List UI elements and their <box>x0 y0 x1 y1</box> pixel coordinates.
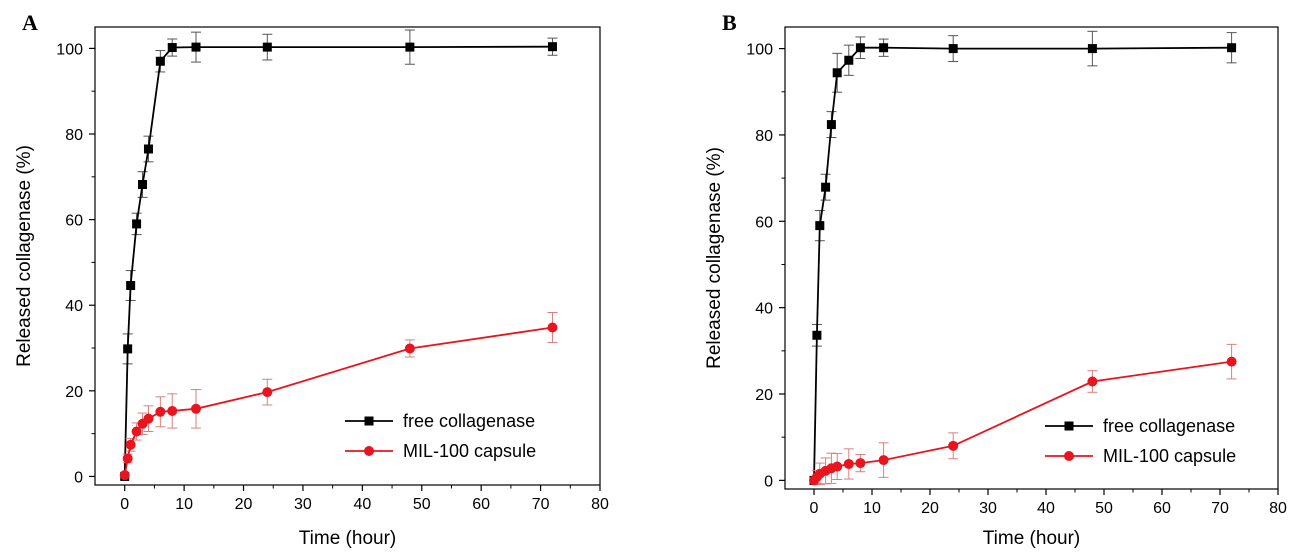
chart-a-mil-100-capsule-point <box>143 413 154 424</box>
chart-a-mil-100-capsule-point <box>404 343 415 354</box>
chart-a-x-tick-label: 30 <box>294 496 312 513</box>
chart-a-free-collagenase-legend-marker <box>364 416 374 426</box>
chart-b-free-collagenase-point <box>879 43 889 53</box>
chart-a-mil-100-capsule-point <box>191 403 201 414</box>
chart-b-mil-100-capsule-legend-marker <box>1064 451 1074 461</box>
chart-panel-b: B 0 10 20 30 40 50 60 70 80 0 20 40 60 80 100 Time (hour… <box>690 0 1301 554</box>
chart-a-y-axis-title: Released collagenase (%) <box>14 145 35 367</box>
chart-a-mil-100-capsule-point <box>547 322 558 333</box>
chart-b-x-tick-label: 10 <box>863 500 881 517</box>
chart-a-y-tick-label: 40 <box>65 298 83 315</box>
chart-a-mil-100-capsule-point <box>262 387 273 398</box>
chart-a-free-collagenase-point <box>138 180 148 190</box>
chart-b-mil-100-capsule-point <box>948 440 959 451</box>
chart-b-y-axis-title: Released collagenase (%) <box>704 147 725 369</box>
chart-a-mil-100-capsule-legend-marker <box>364 446 374 456</box>
chart-a-free-collagenase-legend-label: free collagenase <box>403 411 535 431</box>
chart-a-x-tick-label: 80 <box>591 496 609 513</box>
chart-a-y-tick-label: 60 <box>65 213 83 230</box>
chart-b-mil-100-capsule-point <box>878 455 889 466</box>
chart-b-y-tick-label: 100 <box>746 42 773 59</box>
chart-a-y-tick-label: 100 <box>56 41 83 58</box>
chart-a-free-collagenase-point <box>167 43 177 53</box>
chart-b-free-collagenase-line <box>813 46 1232 481</box>
chart-b-free-collagenase-point <box>812 330 822 340</box>
chart-a-free-collagenase-point <box>547 42 557 52</box>
chart-b-free-collagenase-point <box>855 43 865 53</box>
chart-a-free-collagenase-point <box>155 56 165 66</box>
chart-a-x-tick-label: 20 <box>235 496 253 513</box>
chart-a-x-tick-label: 10 <box>175 496 193 513</box>
chart-b-free-collagenase-point <box>826 120 836 130</box>
chart-b-y-tick-label: 80 <box>755 128 773 145</box>
chart-a-plot-frame <box>94 26 601 486</box>
chart-b-x-tick-label: 60 <box>1153 500 1171 517</box>
chart-a-free-collagenase-point <box>405 42 415 52</box>
chart-a-y-tick-label: 80 <box>65 127 83 144</box>
chart-a-free-collagenase-point <box>123 344 133 354</box>
chart-svg: B 0 10 20 30 40 50 60 70 80 0 20 40 60 80 100 Time (hour… <box>704 10 1287 549</box>
chart-b-free-collagenase-point <box>832 68 842 78</box>
chart-a-mil-100-capsule-point <box>125 439 136 450</box>
chart-a-free-collagenase-line <box>123 45 553 477</box>
chart-a-y-tick-label: 20 <box>65 384 83 401</box>
chart-b-free-collagenase-legend-marker <box>1064 421 1074 431</box>
chart-a-x-tick-label: 70 <box>532 496 550 513</box>
chart-a-free-collagenase-point <box>132 219 142 229</box>
chart-b-y-tick-label: 0 <box>764 473 773 490</box>
chart-b-y-tick-label: 40 <box>755 301 773 318</box>
chart-b-x-tick-label: 0 <box>810 500 819 517</box>
chart-a-mil-100-capsule-point <box>131 426 142 437</box>
chart-b-mil-100-capsule-point <box>855 458 866 469</box>
chart-a-free-collagenase-point <box>143 144 153 154</box>
chart-b-free-collagenase-point <box>821 182 831 192</box>
chart-b-x-tick-label: 80 <box>1269 500 1287 517</box>
chart-b-mil-100-capsule-legend-label: MIL-100 capsule <box>1103 446 1236 466</box>
chart-b-x-tick-label: 20 <box>921 500 939 517</box>
chart-b-free-collagenase-point <box>1087 44 1097 54</box>
chart-a-panel-letter: A <box>22 10 38 35</box>
chart-b-x-tick-label: 30 <box>979 500 997 517</box>
chart-a-y-tick-label: 0 <box>74 469 83 486</box>
chart-b-free-collagenase-legend-label: free collagenase <box>1103 416 1235 436</box>
chart-b-mil-100-capsule-point <box>832 461 843 472</box>
chart-a-x-tick-label: 40 <box>353 496 371 513</box>
chart-svg: A 0 10 20 30 40 50 60 70 80 0 20 40 60 80 100 Time (hour… <box>14 10 609 549</box>
chart-a-free-collagenase-point <box>191 42 201 52</box>
chart-b-x-tick-label: 70 <box>1211 500 1229 517</box>
chart-b-x-axis-title: Time (hour) <box>983 528 1080 549</box>
chart-b-panel-letter: B <box>722 10 737 35</box>
chart-a-mil-100-capsule-point <box>119 470 130 481</box>
chart-a-free-collagenase-point <box>262 42 272 52</box>
chart-b-free-collagenase-point <box>815 221 825 231</box>
chart-b-mil-100-capsule-point <box>1087 376 1098 387</box>
chart-b-free-collagenase-point <box>1227 43 1237 53</box>
chart-b-plot-frame <box>784 26 1279 490</box>
chart-a-mil-100-capsule-point <box>167 405 178 416</box>
chart-a-mil-100-capsule-legend-label: MIL-100 capsule <box>403 441 536 461</box>
chart-a-x-tick-label: 50 <box>413 496 431 513</box>
chart-a-mil-100-capsule-point <box>122 453 133 464</box>
chart-b-y-tick-label: 60 <box>755 214 773 231</box>
chart-b-free-collagenase-point <box>948 44 958 54</box>
chart-b-mil-100-capsule-point <box>843 458 854 469</box>
chart-panel-a: A 0 10 20 30 40 50 60 70 80 0 20 40 60 80 100 Time (hour… <box>0 0 650 554</box>
chart-a-mil-100-capsule-point <box>155 406 166 417</box>
chart-a-x-tick-label: 60 <box>472 496 490 513</box>
chart-b-mil-100-capsule-point <box>1226 356 1237 367</box>
chart-a-x-axis-title: Time (hour) <box>299 528 396 549</box>
chart-a-x-tick-label: 0 <box>120 496 129 513</box>
chart-b-x-tick-label: 50 <box>1095 500 1113 517</box>
chart-b-x-tick-label: 40 <box>1037 500 1055 517</box>
chart-a-free-collagenase-point <box>126 281 136 291</box>
chart-b-y-tick-label: 20 <box>755 387 773 404</box>
chart-b-free-collagenase-point <box>844 55 854 65</box>
